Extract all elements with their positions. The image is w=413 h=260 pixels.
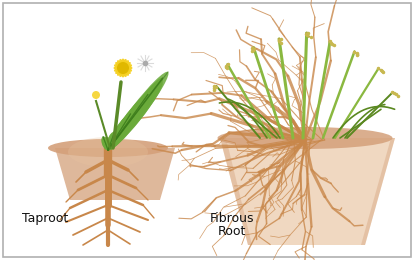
Ellipse shape [107, 78, 163, 150]
Ellipse shape [122, 60, 129, 69]
Ellipse shape [122, 66, 132, 70]
Ellipse shape [107, 72, 168, 150]
Ellipse shape [106, 132, 116, 150]
Polygon shape [219, 138, 394, 245]
Ellipse shape [48, 139, 168, 157]
Ellipse shape [107, 107, 139, 150]
Ellipse shape [117, 67, 123, 76]
Ellipse shape [122, 68, 126, 77]
Ellipse shape [92, 91, 100, 99]
Ellipse shape [122, 64, 132, 69]
Ellipse shape [122, 67, 132, 72]
Ellipse shape [122, 67, 131, 74]
Ellipse shape [107, 114, 131, 150]
Ellipse shape [119, 59, 124, 69]
Ellipse shape [121, 58, 125, 68]
Ellipse shape [107, 94, 148, 150]
Polygon shape [360, 138, 394, 245]
Ellipse shape [101, 136, 109, 150]
Ellipse shape [114, 64, 123, 69]
Ellipse shape [121, 68, 125, 77]
Polygon shape [219, 138, 252, 245]
Ellipse shape [122, 67, 129, 76]
Text: Taproot: Taproot [22, 212, 68, 225]
Ellipse shape [106, 132, 116, 150]
Ellipse shape [107, 107, 139, 150]
Ellipse shape [117, 60, 123, 69]
Ellipse shape [122, 62, 131, 69]
Ellipse shape [115, 67, 123, 74]
Ellipse shape [107, 82, 162, 150]
Ellipse shape [107, 114, 131, 150]
Ellipse shape [113, 66, 123, 70]
Ellipse shape [101, 136, 109, 150]
Ellipse shape [68, 137, 147, 167]
Ellipse shape [114, 67, 123, 72]
Ellipse shape [107, 94, 148, 150]
FancyBboxPatch shape [3, 3, 410, 257]
Polygon shape [55, 148, 175, 200]
Text: Fibrous: Fibrous [209, 212, 254, 225]
Ellipse shape [217, 127, 392, 149]
Ellipse shape [122, 59, 126, 69]
Ellipse shape [117, 62, 129, 74]
Ellipse shape [115, 62, 123, 69]
Ellipse shape [107, 82, 162, 150]
Ellipse shape [119, 68, 124, 77]
Ellipse shape [107, 78, 163, 150]
Text: Root: Root [218, 225, 246, 238]
